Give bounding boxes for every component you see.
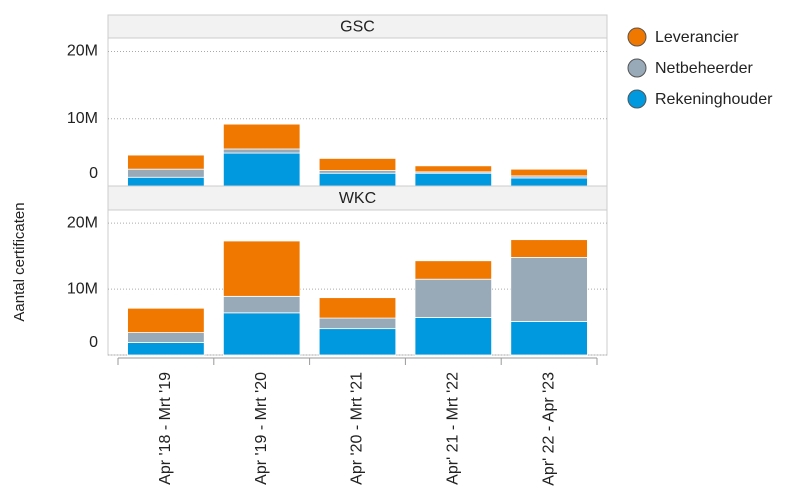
y-axis-label: Aantal certificaten (11, 202, 28, 321)
panel-title: GSC (340, 19, 375, 36)
bar-segment (318, 170, 397, 174)
legend-label: Leverancier (655, 29, 739, 46)
legend-label: Rekeninghouder (655, 91, 773, 108)
bar-segment (318, 328, 397, 356)
y-tick-label: 10M (67, 280, 98, 297)
bar-segment (510, 177, 588, 187)
legend-swatch (627, 27, 647, 47)
bar-segment (510, 168, 588, 177)
bar-segment (414, 165, 493, 173)
x-tick-label: Apr '18 - Mrt '19 (157, 372, 174, 485)
bar-segment (127, 307, 205, 333)
legend-swatch (627, 58, 647, 78)
y-tick-label: 20M (67, 43, 98, 60)
bar-segment (222, 152, 301, 187)
panel-header (107, 185, 608, 211)
bar-segment (414, 172, 493, 187)
bar-segment (510, 320, 588, 356)
x-tick-label: Apr '19 - Mrt '20 (253, 372, 270, 485)
bar-segment (127, 342, 205, 356)
y-tick-label: 0 (89, 334, 98, 351)
x-tick-label: Apr' 22 - Apr '23 (540, 372, 557, 486)
bar-segment (222, 240, 301, 297)
bar-segment (414, 317, 493, 356)
y-tick-label: 10M (67, 110, 98, 127)
x-tick-label: Apr '20 - Mrt '21 (349, 372, 366, 485)
bar-segment (222, 123, 301, 150)
bar-segment (414, 278, 493, 318)
bar-segment (222, 312, 301, 356)
bar-segment (127, 332, 205, 343)
legend-label: Netbeheerder (655, 60, 754, 77)
bar-segment (127, 154, 205, 170)
bar-segment (222, 295, 301, 314)
bar-segment (318, 297, 397, 319)
bar-segment (127, 176, 205, 187)
bar-segment (510, 257, 588, 322)
y-tick-label: 0 (89, 165, 98, 182)
bar-segment (318, 172, 397, 187)
bar-segment (127, 168, 205, 178)
y-tick-label: 20M (67, 214, 98, 231)
bar-segment (222, 148, 301, 154)
bar-segment (510, 239, 588, 258)
bar-segment (414, 260, 493, 280)
bar-segment (318, 158, 397, 171)
legend-swatch (627, 89, 647, 109)
bar-segment (318, 317, 397, 330)
x-tick-label: Apr' 21 - Mrt '22 (445, 372, 462, 485)
panel-title: WKC (339, 190, 376, 207)
